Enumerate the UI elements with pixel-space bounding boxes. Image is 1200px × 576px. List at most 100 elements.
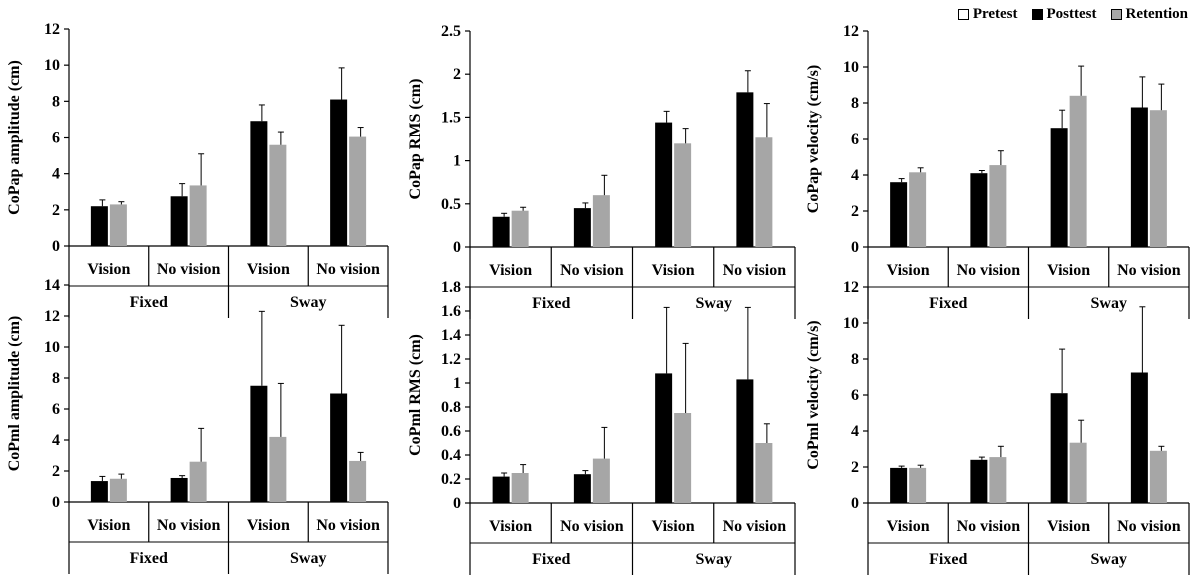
panel-3-bar-retention — [1069, 95, 1087, 247]
panel-4-bar-retention — [109, 478, 127, 502]
panel-2-y-tick-label: 1 — [453, 153, 461, 170]
panel-5-bar-posttest — [492, 476, 510, 503]
panel-1-y-tick-label: 10 — [44, 57, 60, 74]
panel-5-category-label: Vision — [652, 518, 695, 535]
panel-5-group-label: Fixed — [532, 551, 570, 568]
panel-2-bar-posttest — [736, 92, 754, 248]
panel-4-y-tick-label: 0 — [52, 494, 60, 511]
panel-3-category-label: No vision — [957, 262, 1021, 279]
panel-4-category-label: No vision — [157, 517, 221, 534]
panel-1-category-label: No vision — [316, 261, 380, 278]
panel-2-bar-posttest — [492, 216, 510, 247]
panel-1-y-tick-label: 6 — [52, 130, 60, 147]
panel-6-bar-retention — [1149, 450, 1167, 503]
panel-4-group-label: Sway — [290, 550, 326, 567]
panel-4-category-label: No vision — [316, 517, 380, 534]
panel-5-bar-retention — [674, 413, 692, 503]
panel-5-y-tick-label: 0.2 — [441, 471, 461, 488]
panel-2-category-label: Vision — [652, 262, 695, 279]
panel-2-group-label: Fixed — [532, 295, 570, 312]
panel-6-y-tick-label: 2 — [851, 459, 859, 476]
panel-5-y-tick-label: 1 — [453, 375, 461, 392]
panel-5-y-tick-label: 1.4 — [441, 327, 461, 344]
panel-4-y-axis-title: CoPml amplitude (cm) — [6, 316, 23, 472]
panel-3-bar-retention — [989, 165, 1007, 247]
panel-6-y-tick-label: 0 — [851, 495, 859, 512]
panel-4-y-tick-label: 12 — [44, 308, 60, 325]
panel-2-y-tick-label: 1.5 — [441, 109, 461, 126]
panel-3-y-tick-label: 10 — [843, 59, 859, 76]
legend-swatch-posttest — [1031, 9, 1043, 20]
panel-4-y-tick-label: 4 — [52, 432, 60, 449]
panel-5-y-tick-label: 0.4 — [441, 447, 461, 464]
legend-label-posttest: Posttest — [1046, 6, 1097, 22]
panel-1-bar-posttest — [170, 196, 188, 246]
panel-4-category-label: Vision — [87, 517, 130, 534]
panel-3-bar-posttest — [970, 173, 988, 247]
panel-3-group-label: Sway — [1091, 295, 1127, 312]
panel-6-category-label: No vision — [957, 518, 1021, 535]
panel-5-category-label: No vision — [723, 518, 787, 535]
panel-3-y-tick-label: 4 — [851, 167, 859, 184]
panel-4-bar-posttest — [250, 385, 268, 502]
panel-4-bar-retention — [269, 436, 287, 502]
panel-5-bar-posttest — [655, 373, 673, 503]
panel-6-bar-posttest — [970, 459, 988, 503]
panel-4-y-tick-label: 2 — [52, 463, 60, 480]
panel-4-group-label: Fixed — [130, 550, 168, 567]
legend-label-retention: Retention — [1125, 6, 1189, 22]
panel-1-y-tick-label: 2 — [52, 202, 60, 219]
panel-1-category-label: Vision — [87, 261, 130, 278]
panel-6-bar-posttest — [1130, 372, 1148, 503]
panel-5-bar-posttest — [573, 474, 591, 503]
panel-5-y-tick-label: 0.8 — [441, 399, 461, 416]
legend-label-pretest: Pretest — [972, 6, 1018, 22]
legend-item-retention: Retention — [1110, 6, 1189, 23]
panel-5-y-tick-label: 0.6 — [441, 423, 461, 440]
panel-2-bar-retention — [511, 210, 529, 247]
panel-6-category-label: No vision — [1117, 518, 1181, 535]
panel-6-group-label: Fixed — [929, 551, 967, 568]
panel-6-y-tick-label: 4 — [851, 423, 859, 440]
panel-2-y-tick-label: 2.5 — [441, 23, 461, 40]
panel-3-bar-posttest — [890, 182, 908, 247]
panel-6-bar-retention — [909, 467, 927, 503]
panel-2-bar-posttest — [573, 208, 591, 247]
panel-2-bar-retention — [592, 195, 610, 247]
panel-1-y-tick-label: 4 — [52, 166, 60, 183]
panel-1-y-axis-title: CoPap amplitude (cm) — [6, 60, 23, 215]
panel-4-bar-retention — [189, 461, 207, 502]
panel-5-y-tick-label: 1.6 — [441, 303, 461, 320]
panel-1-bar-retention — [109, 204, 127, 246]
panel-6-y-tick-label: 6 — [851, 387, 859, 404]
panel-3-category-label: No vision — [1117, 262, 1181, 279]
panel-5-bar-retention — [755, 443, 773, 503]
panel-2-group-label: Sway — [696, 295, 732, 312]
panel-1-bar-posttest — [250, 121, 268, 246]
panel-2-y-tick-label: 0.5 — [441, 196, 461, 213]
panel-4-bar-retention — [349, 460, 367, 502]
panel-2-bar-posttest — [655, 122, 673, 247]
panel-6-bar-retention — [1069, 442, 1087, 503]
panel-3-y-tick-label: 12 — [843, 23, 859, 40]
panel-6-y-tick-label: 12 — [843, 279, 859, 296]
panel-5-group-label: Sway — [696, 551, 732, 568]
panel-1-y-tick-label: 12 — [44, 21, 60, 38]
panel-6-category-label: Vision — [887, 518, 930, 535]
panel-5-category-label: No vision — [560, 518, 624, 535]
panel-1-bar-retention — [269, 144, 287, 246]
legend-swatch-retention — [1110, 9, 1122, 20]
panel-2-y-tick-label: 2 — [453, 66, 461, 83]
panel-3-y-tick-label: 2 — [851, 203, 859, 220]
panel-6-bar-posttest — [890, 467, 908, 503]
panel-3-bar-posttest — [1050, 128, 1068, 247]
legend-item-posttest: Posttest — [1031, 6, 1097, 23]
panel-6-group-label: Sway — [1091, 551, 1127, 568]
panel-1-group-label: Fixed — [130, 294, 168, 311]
panel-5-bar-retention — [592, 458, 610, 503]
panel-6-bar-posttest — [1050, 393, 1068, 503]
panel-5-y-tick-label: 1.8 — [441, 279, 461, 296]
panel-1-bar-posttest — [330, 99, 348, 247]
panel-1-category-label: Vision — [247, 261, 290, 278]
panel-5-y-axis-title: CoPml RMS (cm) — [407, 334, 424, 456]
